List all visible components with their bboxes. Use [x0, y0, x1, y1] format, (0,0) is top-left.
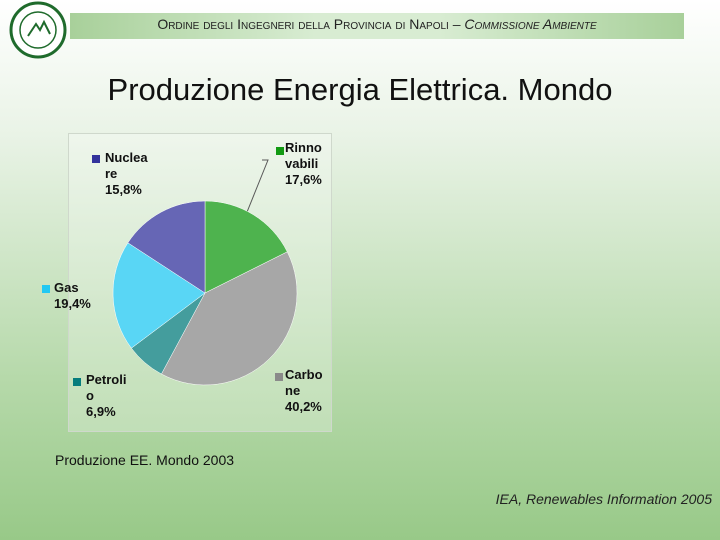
legend-swatch	[276, 147, 284, 155]
chart-title: Produzione Energia Elettrica. Mondo	[107, 72, 613, 107]
legend-swatch	[275, 373, 283, 381]
slice-label: Carbone 40,2%	[285, 367, 329, 415]
slice-label: Rinnovabili 17,6%	[285, 140, 329, 188]
header: Ordine degli Ingegneri della Provincia d…	[70, 16, 684, 32]
legend-swatch	[73, 378, 81, 386]
header-bar	[70, 13, 684, 39]
pie-slice	[204, 200, 288, 294]
committee: – Commissione Ambiente	[452, 16, 597, 32]
legend-swatch	[92, 155, 100, 163]
value-label: 6,9%	[86, 404, 116, 419]
category-label: Nucleare	[105, 150, 148, 181]
chart-subtitle: Produzione EE. Mondo 2003	[55, 452, 235, 468]
organization: Ordine degli Ingegneri della Provincia d…	[157, 16, 449, 32]
legend-swatch	[42, 285, 50, 293]
pie	[112, 200, 298, 386]
slice-label: Nucleare 15,8%	[105, 150, 149, 198]
plot-area	[68, 133, 332, 432]
value-label: 17,6%	[285, 172, 322, 187]
category-label: Rinnovabili	[285, 140, 322, 171]
value-label: 40,2%	[285, 399, 322, 414]
source: IEA, Renewables Information 2005	[495, 491, 712, 507]
pie-slice	[161, 251, 298, 386]
pie-slice	[127, 200, 206, 294]
value-label: 19,4%	[54, 296, 91, 311]
leader-line	[242, 159, 269, 223]
value-label: 15,8%	[105, 182, 142, 197]
category-label: Petrolio	[86, 372, 127, 403]
slice-label: Gas 19,4%	[54, 280, 100, 312]
category-label: Gas	[54, 280, 79, 295]
logo	[9, 1, 67, 59]
pie-slice	[112, 242, 206, 349]
category-label: Carbone	[285, 367, 323, 398]
slice-label: Petrolio 6,9%	[86, 372, 134, 420]
